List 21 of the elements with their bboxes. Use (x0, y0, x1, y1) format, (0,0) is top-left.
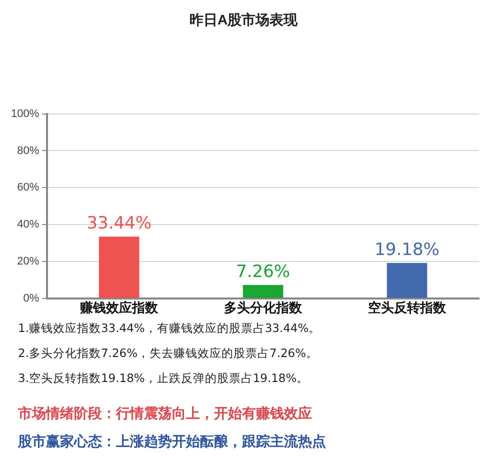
y-tick-label: 40% (17, 218, 40, 231)
y-tick-label: 0% (23, 292, 40, 304)
x-tick-label: 赚钱效应指数 (79, 300, 160, 315)
y-tick-label: 100% (10, 108, 40, 120)
x-tick-label: 空头反转指数 (368, 300, 448, 315)
text: 市场情绪阶段：行情震荡向上，开始有赚钱效应 (18, 404, 313, 424)
bar (386, 262, 428, 298)
chart-title: 昨日A股市场表现 (189, 11, 299, 28)
y-tick-label: 20% (17, 256, 40, 268)
x-tick-label: 多头分化指数 (224, 300, 304, 315)
y-tick-label: 80% (17, 144, 40, 157)
data-label: 19.18% (374, 240, 440, 260)
bar (242, 285, 284, 298)
data-label: 33.44% (86, 214, 152, 234)
data-label: 7.26% (236, 262, 290, 282)
text: 股市赢家心态：上涨趋势开始酝酿，跟踪主流热点 (18, 432, 327, 452)
text: 3.空头反转指数19.18%，止跌反弹的股票占19.18%。 (18, 370, 310, 387)
y-tick-label: 60% (17, 182, 40, 194)
text: 1.赚钱效应指数33.44%，有赚钱效应的股票占33.44%。 (18, 320, 322, 337)
bar (98, 236, 140, 298)
text: 2.多头分化指数7.26%，失去赚钱效应的股票占7.26%。 (18, 345, 320, 362)
